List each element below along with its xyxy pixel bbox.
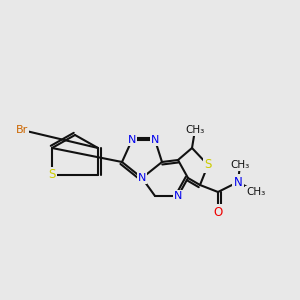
Text: N: N <box>138 173 146 183</box>
Text: N: N <box>128 135 136 145</box>
Text: S: S <box>204 158 212 172</box>
Text: S: S <box>48 169 56 182</box>
Text: CH₃: CH₃ <box>185 125 205 135</box>
Text: O: O <box>213 206 223 218</box>
Text: Br: Br <box>16 125 28 135</box>
Text: CH₃: CH₃ <box>230 160 250 170</box>
Text: N: N <box>174 191 182 201</box>
Text: N: N <box>234 176 242 188</box>
Text: N: N <box>151 135 159 145</box>
Text: CH₃: CH₃ <box>246 187 266 197</box>
